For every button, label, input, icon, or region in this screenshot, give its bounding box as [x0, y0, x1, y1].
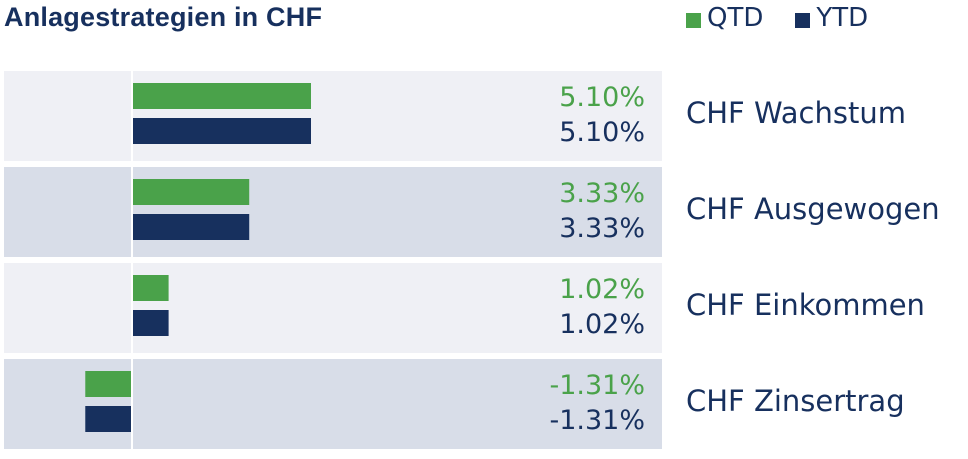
legend-swatch-qtd	[686, 13, 701, 28]
row-background-chf-wachstum	[4, 71, 662, 161]
legend-item-ytd: YTD	[795, 3, 868, 33]
category-label-chf-ausgewogen: CHF Ausgewogen	[686, 192, 940, 226]
legend-label-qtd: QTD	[707, 3, 764, 33]
bar-qtd-chf-einkommen	[133, 275, 169, 301]
row-background-chf-einkommen	[4, 263, 662, 353]
value-label-qtd-chf-zinsertrag: -1.31%	[549, 370, 645, 401]
value-label-qtd-chf-einkommen: 1.02%	[559, 274, 645, 305]
value-label-ytd-chf-ausgewogen: 3.33%	[559, 213, 645, 244]
chart-title: Anlagestrategien in CHF	[4, 2, 323, 32]
legend-item-qtd: QTD	[686, 3, 763, 33]
bar-qtd-chf-zinsertrag	[85, 371, 131, 397]
bar-qtd-chf-wachstum	[133, 83, 311, 109]
bar-ytd-chf-ausgewogen	[133, 214, 250, 240]
category-label-chf-wachstum: CHF Wachstum	[686, 96, 906, 130]
row-background-chf-ausgewogen	[4, 167, 662, 257]
value-label-ytd-chf-einkommen: 1.02%	[559, 309, 645, 340]
bar-ytd-chf-einkommen	[133, 310, 169, 336]
value-label-ytd-chf-wachstum: 5.10%	[559, 117, 645, 148]
value-label-ytd-chf-zinsertrag: -1.31%	[549, 405, 645, 436]
category-label-chf-einkommen: CHF Einkommen	[686, 288, 925, 322]
bar-ytd-chf-zinsertrag	[85, 406, 131, 432]
legend-swatch-ytd	[795, 13, 811, 28]
value-label-qtd-chf-ausgewogen: 3.33%	[559, 178, 645, 209]
value-label-qtd-chf-wachstum: 5.10%	[559, 82, 645, 113]
bar-qtd-chf-ausgewogen	[133, 179, 250, 205]
legend: QTD YTD	[686, 3, 900, 33]
category-label-chf-zinsertrag: CHF Zinsertrag	[686, 384, 905, 418]
legend-label-ytd: YTD	[816, 3, 869, 33]
bar-ytd-chf-wachstum	[133, 118, 311, 144]
